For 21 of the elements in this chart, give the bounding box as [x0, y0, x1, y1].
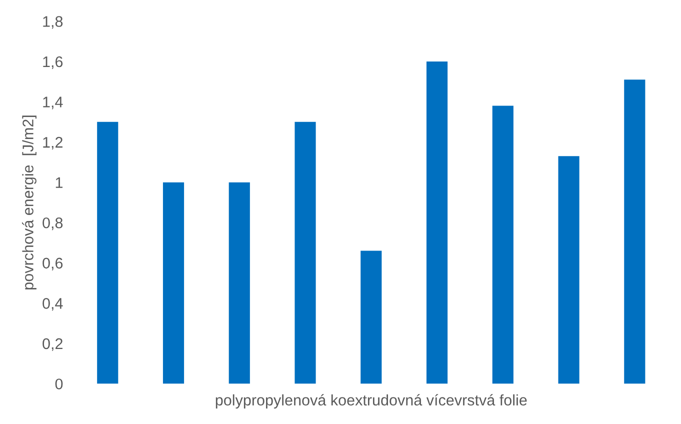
y-tick-label: 1,2 — [43, 136, 62, 150]
y-tick-label: 1,4 — [43, 96, 63, 110]
y-tick-label: 1,8 — [43, 16, 63, 29]
bar — [162, 182, 184, 384]
bar — [624, 80, 646, 384]
y-tick-label: 0,2 — [42, 338, 62, 351]
bar — [228, 182, 250, 384]
y-tick-label: 0 — [55, 378, 63, 390]
y-tick-label: 1 — [56, 177, 62, 188]
x-axis-title: polypropylenová koextrudovná vícevrstvá folie — [216, 394, 527, 409]
y-tick-label: 0,8 — [42, 217, 63, 230]
bar — [492, 106, 514, 384]
y-tick-label: 0,4 — [42, 298, 63, 311]
bar — [558, 156, 580, 384]
bar — [97, 122, 118, 384]
bar — [426, 61, 448, 384]
y-tick-label: 0,6 — [42, 258, 63, 270]
bar — [294, 122, 316, 384]
bar — [360, 250, 382, 384]
y-tick-label: 1,6 — [43, 56, 63, 69]
y-axis-title: povrchová energie [J/m2] — [22, 116, 36, 290]
